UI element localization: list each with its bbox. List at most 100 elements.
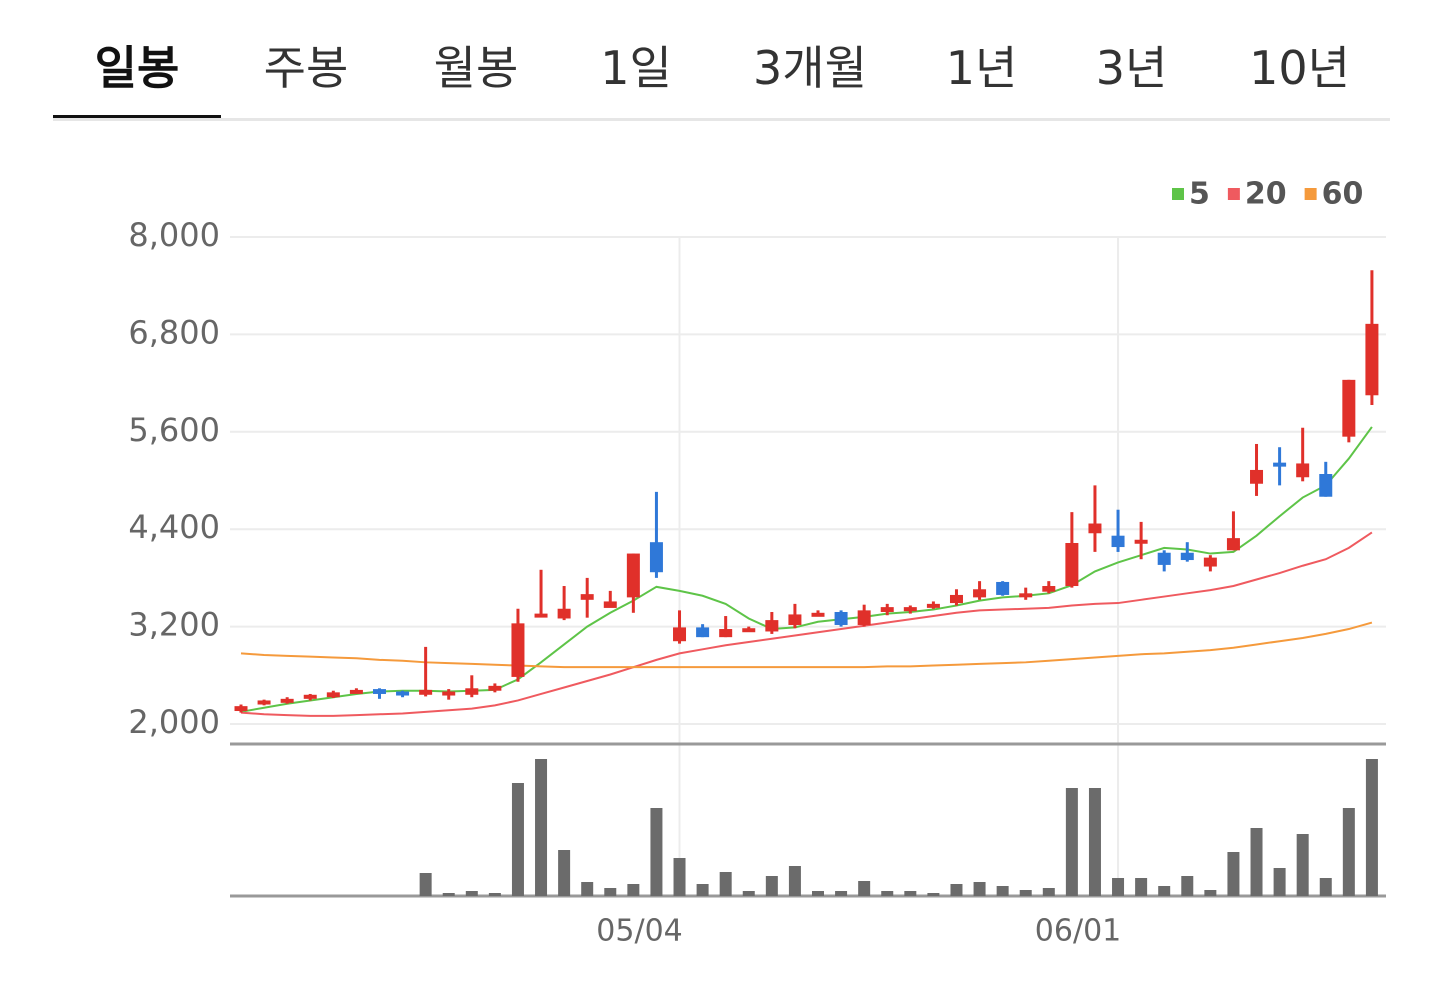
candle-body <box>303 694 317 699</box>
tab[interactable]: 주봉 <box>263 41 349 95</box>
candle-body <box>1019 593 1033 598</box>
candle-body <box>649 542 663 573</box>
volume-bar <box>650 808 663 896</box>
volume-bar <box>1065 788 1078 896</box>
volume-bar <box>904 891 917 896</box>
volume-bar <box>1181 876 1194 896</box>
volume-bar <box>535 759 548 896</box>
candle-body <box>719 629 733 638</box>
candle-body <box>234 706 248 712</box>
y-tick-label: 3,200 <box>128 606 220 644</box>
candle-body <box>1296 463 1310 478</box>
candle-body <box>580 594 594 600</box>
volume-bar <box>419 873 432 896</box>
candle-body <box>1065 542 1079 587</box>
candle-body <box>372 689 386 694</box>
volume-bar <box>604 888 617 896</box>
volume-bar <box>812 891 824 896</box>
y-tick-label: 8,000 <box>128 216 220 254</box>
volume-bar <box>835 891 848 896</box>
volume-bar <box>1204 890 1217 896</box>
candle-body <box>465 688 479 695</box>
candle-body <box>396 691 410 696</box>
volume-bar <box>881 891 894 896</box>
volume-bar <box>1273 868 1286 896</box>
tab[interactable]: 3개월 <box>753 41 867 95</box>
legend-swatch <box>1227 188 1240 200</box>
candle-body <box>626 553 640 598</box>
ma-line <box>240 531 1373 717</box>
candle-body <box>880 607 894 612</box>
candle-body <box>326 692 340 698</box>
volume-bar <box>673 858 686 896</box>
tab[interactable]: 1일 <box>600 41 672 95</box>
volume-bar <box>627 884 640 896</box>
candle-body <box>1134 539 1148 544</box>
y-tick-label: 6,800 <box>128 313 220 351</box>
ma-line <box>240 426 1373 713</box>
tab[interactable]: 1년 <box>945 41 1018 95</box>
volume-bar <box>488 893 501 896</box>
candle-body <box>996 581 1010 595</box>
volume-bar <box>1158 886 1171 896</box>
candle-body <box>926 603 940 608</box>
candle-body <box>696 627 710 638</box>
volume-bar <box>581 882 594 896</box>
candle-body <box>788 614 802 625</box>
candle-body <box>1203 557 1217 567</box>
volume-bar <box>465 891 478 896</box>
volume-bar <box>1365 759 1378 896</box>
tab[interactable]: 월봉 <box>433 41 519 95</box>
tab[interactable]: 3년 <box>1095 41 1168 95</box>
candle-body <box>1042 586 1056 592</box>
candle-body <box>742 628 756 633</box>
candle-body <box>257 700 271 705</box>
x-tick-label: 05/04 <box>596 914 682 949</box>
candle-body <box>949 594 963 604</box>
candle-body <box>511 623 525 677</box>
volume-bar <box>1227 852 1240 896</box>
volume-bar <box>1088 788 1101 896</box>
candle-body <box>419 689 433 695</box>
volume-bar <box>973 882 986 896</box>
candle-body <box>1180 552 1194 561</box>
volume-bar <box>1135 878 1148 896</box>
volume-bar <box>950 884 963 896</box>
volume-bar <box>1019 890 1032 896</box>
candle-body <box>811 612 825 617</box>
y-tick-label: 5,600 <box>128 411 220 449</box>
y-tick-label: 2,000 <box>128 703 220 741</box>
volume-bar <box>788 866 801 896</box>
candle-body <box>903 607 917 612</box>
legend-swatch <box>1304 188 1317 200</box>
candle-body <box>857 610 871 625</box>
volume-bar <box>719 872 732 896</box>
candle-body <box>603 601 617 608</box>
volume-bar <box>1342 808 1355 896</box>
candle-body <box>1111 535 1125 548</box>
volume-bar <box>996 886 1009 896</box>
volume-bar <box>858 881 871 896</box>
candle-body <box>349 689 363 694</box>
ma-line <box>240 621 1373 669</box>
candle-body <box>973 589 987 598</box>
volume-bar <box>1112 878 1125 896</box>
y-tick-label: 4,400 <box>128 508 220 546</box>
volume-bar <box>1250 828 1263 896</box>
candle-body <box>1157 552 1171 565</box>
candle-body <box>1342 379 1356 437</box>
volume-bar <box>742 891 755 896</box>
tab[interactable]: 일봉 <box>53 0 221 118</box>
candle-body <box>488 685 502 691</box>
volume-bar <box>511 783 524 896</box>
x-tick-label: 06/01 <box>1035 914 1121 949</box>
legend-label: 20 <box>1245 177 1287 212</box>
legend-label: 5 <box>1189 177 1210 212</box>
volume-bar <box>927 893 940 896</box>
tab[interactable]: 10년 <box>1249 41 1350 95</box>
candle-body <box>1226 538 1240 551</box>
legend-label: 60 <box>1322 177 1364 212</box>
candle-body <box>534 613 548 618</box>
